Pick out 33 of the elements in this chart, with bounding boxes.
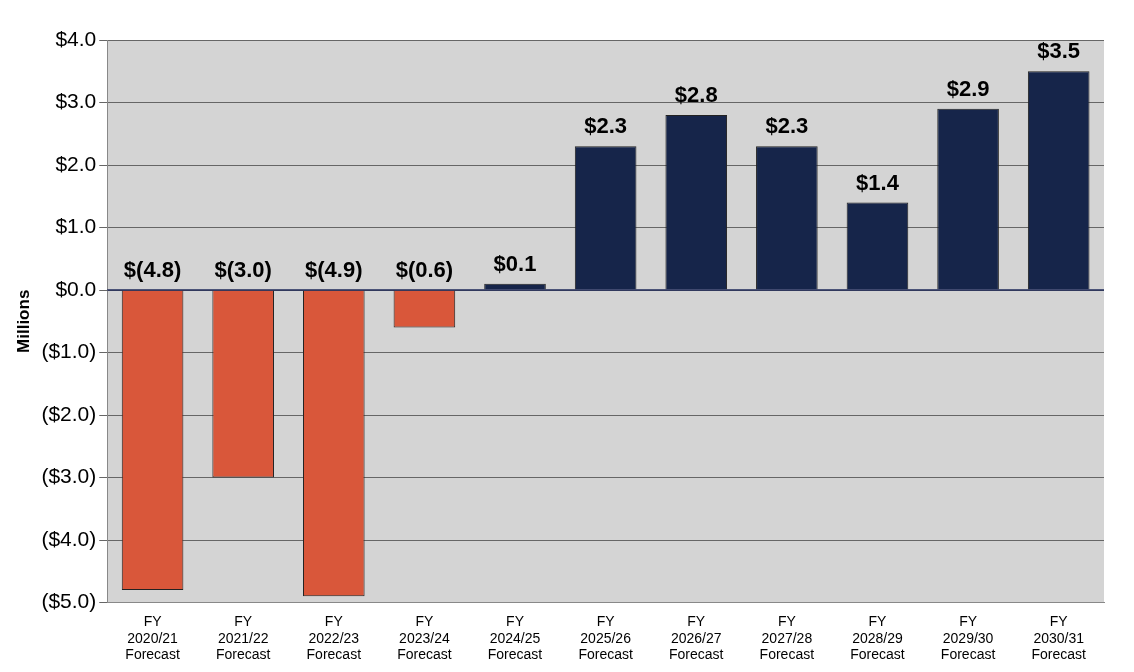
x-tick-label: FY 2022/23 Forecast <box>306 612 362 663</box>
x-tick-label: FY 2020/21 Forecast <box>125 612 180 663</box>
data-label: $2.3 <box>584 113 628 139</box>
y-tick-label: ($1.0) <box>41 339 97 363</box>
y-tick-label: $1.0 <box>55 214 97 238</box>
y-tick-label: $0.0 <box>55 276 97 300</box>
y-tick-label: ($5.0) <box>41 589 97 613</box>
data-label: $(3.0) <box>214 257 272 283</box>
data-label: $2.9 <box>946 75 990 101</box>
data-label: $2.3 <box>765 113 809 139</box>
data-label: $(4.9) <box>305 257 363 283</box>
x-tick-label: FY 2030/31 Forecast <box>1031 612 1087 663</box>
y-tick-label: ($4.0) <box>41 526 97 550</box>
x-tick-label: FY 2028/29 Forecast <box>850 612 905 663</box>
x-tick-label: FY 2025/26 Forecast <box>578 612 633 663</box>
y-tick-label: ($3.0) <box>41 464 97 488</box>
data-label: $1.4 <box>856 169 900 195</box>
y-tick-label: $4.0 <box>55 26 97 50</box>
data-label: $(0.6) <box>395 257 454 283</box>
data-label: $3.5 <box>1037 38 1081 64</box>
y-tick-label: ($2.0) <box>41 401 97 425</box>
data-label: $0.1 <box>493 250 537 276</box>
x-tick-label: FY 2027/28 Forecast <box>759 612 815 663</box>
y-tick-label: $2.0 <box>55 151 97 175</box>
x-tick-label: FY 2026/27 Forecast <box>669 612 724 663</box>
x-tick-label: FY 2024/25 Forecast <box>487 612 543 663</box>
x-tick-label: FY 2021/22 Forecast <box>215 612 271 663</box>
x-tick-label: FY 2029/30 Forecast <box>940 612 996 663</box>
data-label: $(4.8) <box>123 257 182 283</box>
data-label: $2.8 <box>674 82 718 108</box>
x-tick-label: FY 2023/24 Forecast <box>397 612 452 663</box>
y-axis-title: Millions <box>13 289 33 353</box>
y-tick-label: $3.0 <box>55 89 97 113</box>
